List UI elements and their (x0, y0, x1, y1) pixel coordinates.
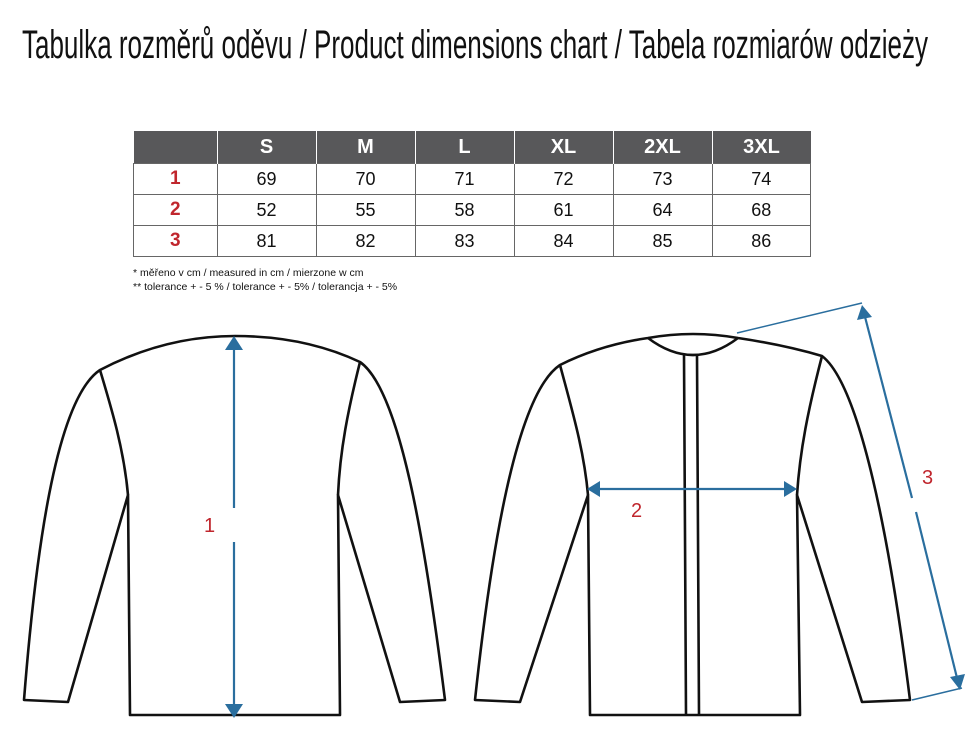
table-cell: 55 (315, 194, 416, 226)
table-cell: 71 (414, 163, 515, 195)
column-header: 2XL (612, 131, 712, 164)
table-cell: 68 (711, 194, 811, 226)
column-header: XL (513, 131, 613, 164)
page-title-svg: Tabulka rozměrů oděvu / Product dimensio… (22, 23, 928, 67)
jacket-back-outline (22, 334, 447, 717)
jacket-back-armhole-right (336, 361, 362, 496)
arrowhead-icon (587, 481, 600, 497)
note-units: * měřeno v cm / measured in cm / mierzon… (133, 267, 364, 279)
table-cell: 61 (513, 194, 614, 226)
table-row: 2 52 55 58 61 64 68 (133, 194, 811, 226)
table-cell: 74 (711, 163, 811, 195)
arrowhead-icon (950, 674, 965, 690)
arrowhead-icon (857, 305, 872, 320)
table-cell: 85 (612, 225, 713, 257)
notes: * měřeno v cm / measured in cm / mierzon… (133, 266, 397, 294)
column-header: S (216, 131, 316, 164)
measure-label-1: 1 (204, 515, 215, 537)
page-title: Tabulka rozměrů oděvu / Product dimensio… (22, 23, 928, 67)
jacket-front-outline (473, 332, 912, 717)
table-row: 3 81 82 83 84 85 86 (133, 225, 811, 257)
jacket-back-armhole-left (98, 369, 130, 496)
row-label: 3 (133, 225, 218, 257)
note-tolerance: ** tolerance + - 5 % / tolerance + - 5% … (133, 281, 398, 293)
extension-line (911, 687, 963, 701)
arrowhead-icon (225, 336, 243, 350)
table-cell: 81 (216, 225, 317, 257)
jacket-front-armhole-left (558, 364, 590, 496)
jacket-front-armhole-right (795, 355, 824, 496)
table-cell: 84 (513, 225, 614, 257)
table-cell: 82 (315, 225, 416, 257)
measure-label-3: 3 (922, 467, 933, 489)
jacket-collar (647, 336, 739, 357)
table-cell: 64 (612, 194, 713, 226)
arrowhead-icon (784, 481, 797, 497)
table-header-row: S M L XL 2XL 3XL (133, 131, 811, 164)
table-cell: 72 (513, 163, 614, 195)
column-header: M (315, 131, 415, 164)
column-header (133, 131, 217, 164)
arrowhead-icon (225, 704, 243, 718)
table-cell: 52 (216, 194, 317, 226)
row-label: 1 (133, 163, 218, 195)
column-header: 3XL (711, 131, 811, 164)
measure-label-2: 2 (631, 500, 642, 522)
table-cell: 86 (711, 225, 811, 257)
measure-arrow-3-top (862, 312, 914, 499)
extension-line (736, 302, 863, 334)
measure-arrow-3-bottom (914, 511, 960, 683)
column-header: L (414, 131, 514, 164)
jacket-zipper (682, 354, 701, 716)
size-table: S M L XL 2XL 3XL 1 69 70 71 72 73 74 2 52 55 58 61 6… (133, 131, 811, 257)
